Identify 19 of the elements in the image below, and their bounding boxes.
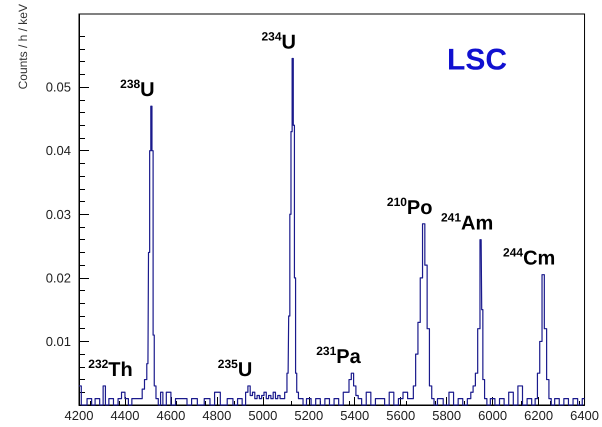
x-tick-label: 4200 <box>64 408 94 423</box>
x-tick-label: 5600 <box>386 408 416 423</box>
x-tick-label: 6000 <box>478 408 508 423</box>
x-tick-label: 6200 <box>524 408 554 423</box>
y-tick-label: 0.04 <box>46 143 71 158</box>
x-tick-label: 5800 <box>432 408 462 423</box>
x-tick-label: 6400 <box>570 408 599 423</box>
x-tick-label: 4400 <box>110 408 140 423</box>
y-tick-label: 0.05 <box>46 80 71 95</box>
y-tick-label: 0.03 <box>46 206 71 222</box>
x-tick-label: 4800 <box>202 408 232 423</box>
y-axis-title: Counts / h / keV <box>16 4 30 90</box>
y-tick-label: 0.02 <box>46 270 71 286</box>
annotation: LSC <box>447 44 507 76</box>
x-tick-label: 5000 <box>248 408 278 423</box>
x-tick-label: 4600 <box>156 408 186 423</box>
x-tick-label: 5400 <box>340 408 370 423</box>
x-tick-label: 5200 <box>294 408 324 423</box>
y-tick-label: 0.01 <box>46 334 71 349</box>
